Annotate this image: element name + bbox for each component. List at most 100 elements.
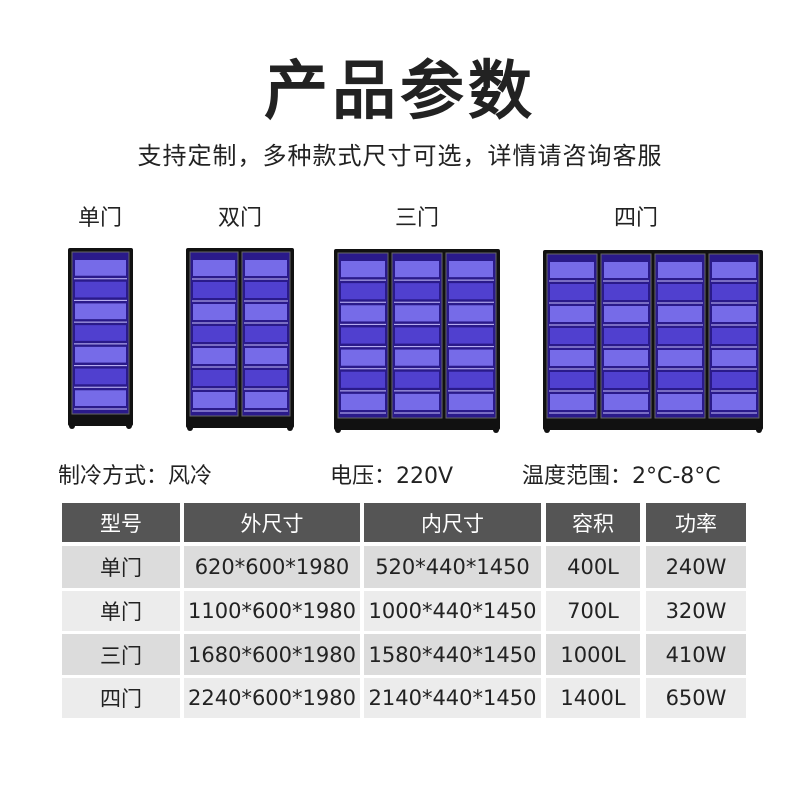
fridge-part <box>245 326 287 342</box>
fridge-part <box>712 350 756 366</box>
table-cell: 1000L <box>546 634 640 675</box>
table-cell: 1680*600*1980 <box>184 634 360 675</box>
fridge-part <box>395 261 439 278</box>
fridge-part <box>193 348 235 364</box>
fridge-part <box>245 260 287 276</box>
fridge-part <box>658 284 702 300</box>
table-cell: 410W <box>646 634 746 675</box>
fridges <box>68 248 763 433</box>
fridge-part <box>712 284 756 300</box>
table-cell: 1400L <box>546 678 640 718</box>
fridge-part <box>69 423 75 429</box>
table-cell: 650W <box>646 678 746 718</box>
fridge-part <box>75 390 126 406</box>
fridge-part <box>395 305 439 322</box>
fridge-part <box>193 392 235 408</box>
fridge-part <box>395 371 439 388</box>
fridge-part <box>75 260 126 276</box>
fridge-part <box>75 368 126 385</box>
fridge-part <box>604 372 648 388</box>
table-cell: 700L <box>546 591 640 631</box>
fridge-part <box>341 305 385 322</box>
fridge-part <box>126 423 132 429</box>
fridge-part <box>543 250 763 430</box>
fridge-part <box>658 328 702 344</box>
fridge-part <box>658 372 702 388</box>
table-cell: 三门 <box>62 634 180 675</box>
fridge-part <box>341 393 385 410</box>
fridge-part <box>550 262 594 278</box>
fridge-part <box>75 281 126 298</box>
fridge-part <box>604 394 648 410</box>
table-cell: 2240*600*1980 <box>184 678 360 718</box>
fridge-part <box>604 262 648 278</box>
fridge-part <box>712 328 756 344</box>
fridge-part <box>550 306 594 322</box>
product-label: 四门 <box>613 206 658 231</box>
fridge-part <box>449 371 493 388</box>
fridge-part <box>193 370 235 386</box>
fridge-part <box>604 306 648 322</box>
fridge-part <box>193 282 235 298</box>
spec: 温度范围：2°C-8°C <box>522 464 721 489</box>
fridge-part <box>395 349 439 366</box>
spec: 制冷方式：风冷 <box>58 464 213 489</box>
table-cell: 240W <box>646 546 746 588</box>
table-cell: 520*440*1450 <box>364 546 541 588</box>
table-cell: 1580*440*1450 <box>364 634 541 675</box>
fridge-part <box>341 261 385 278</box>
fridge-part <box>550 350 594 366</box>
fridge-part <box>341 327 385 344</box>
fridge-part <box>550 284 594 300</box>
table-cell: 四门 <box>62 678 180 718</box>
fridge-part <box>75 346 126 363</box>
fridge-part <box>75 325 126 341</box>
fridge-part <box>187 425 193 431</box>
fridge-part <box>341 349 385 366</box>
fridge-part <box>493 427 499 433</box>
fridge-part <box>193 304 235 320</box>
table-cell: 1100*600*1980 <box>184 591 360 631</box>
fridge-part <box>395 393 439 410</box>
fridge-part <box>544 427 550 433</box>
fridge-part <box>395 327 439 344</box>
fridge-part <box>341 371 385 388</box>
fridge-part <box>449 305 493 322</box>
fridge-part <box>245 348 287 364</box>
fridge-part <box>335 427 341 433</box>
table-cell: 单门 <box>62 591 180 631</box>
fridge-part <box>245 392 287 408</box>
fridge-part <box>604 284 648 300</box>
fridge-part <box>604 350 648 366</box>
table-cell: 320W <box>646 591 746 631</box>
fridge-part <box>658 394 702 410</box>
fridge-part <box>550 372 594 388</box>
fridge-part <box>756 427 762 433</box>
table-header: 功率 <box>646 503 746 542</box>
product-label: 双门 <box>217 206 262 231</box>
fridge-part <box>245 282 287 298</box>
fridge-part <box>449 327 493 344</box>
fridge-part <box>449 283 493 300</box>
title: 产品参数 <box>264 54 536 129</box>
fridge-part <box>341 283 385 300</box>
fridge-part <box>449 393 493 410</box>
fridge-part <box>245 304 287 320</box>
fridge-part <box>550 394 594 410</box>
fridge-part <box>712 262 756 278</box>
fridge-part <box>712 306 756 322</box>
fridge-part <box>449 349 493 366</box>
fridge-part <box>604 328 648 344</box>
fridge-part <box>75 303 126 320</box>
spec: 电压：220V <box>330 464 454 489</box>
fridge-part <box>449 261 493 278</box>
table-header: 内尺寸 <box>364 503 541 542</box>
fridge-part <box>193 326 235 342</box>
table-cell: 400L <box>546 546 640 588</box>
subtitle: 支持定制，多种款式尺寸可选，详情请咨询客服 <box>137 142 663 170</box>
table-header: 外尺寸 <box>184 503 360 542</box>
table-header: 容积 <box>546 503 640 542</box>
table-cell: 单门 <box>62 546 180 588</box>
table-cell: 2140*440*1450 <box>364 678 541 718</box>
